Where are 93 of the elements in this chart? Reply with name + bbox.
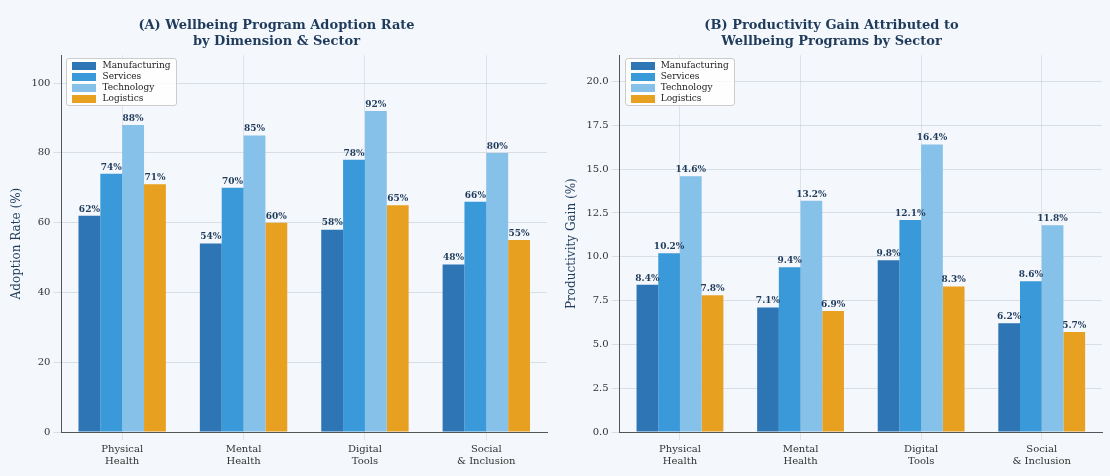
data-label: 78% bbox=[343, 147, 365, 158]
y-tick-label: 0.0 bbox=[592, 425, 609, 437]
data-label: 8.3% bbox=[941, 274, 967, 285]
y-tick-label: 10.0 bbox=[586, 250, 609, 262]
legend-label: Logistics bbox=[102, 93, 144, 105]
x-tick-label: Physical Health bbox=[101, 442, 144, 466]
bar bbox=[144, 184, 166, 432]
y-axis-title: Productivity Gain (%) bbox=[564, 178, 579, 309]
data-label: 13.2% bbox=[796, 188, 828, 199]
data-label: 7.8% bbox=[700, 283, 726, 294]
data-label: 48% bbox=[443, 252, 465, 263]
y-axis-title: Adoption Rate (%) bbox=[9, 187, 24, 301]
x-tick-label: Physical Health bbox=[659, 442, 701, 466]
bar bbox=[822, 311, 844, 432]
data-label: 71% bbox=[144, 172, 166, 183]
bar bbox=[1041, 225, 1064, 432]
data-label: 60% bbox=[265, 210, 288, 221]
legend-label: Manufacturing bbox=[102, 60, 171, 72]
y-tick-label: 60 bbox=[37, 216, 51, 228]
bar bbox=[243, 135, 266, 432]
bar bbox=[386, 205, 409, 432]
data-label: 6.9% bbox=[820, 298, 846, 309]
data-label: 85% bbox=[243, 123, 266, 134]
data-label: 54% bbox=[200, 231, 222, 242]
bar bbox=[442, 264, 465, 432]
bar bbox=[221, 187, 244, 432]
bar bbox=[877, 260, 900, 432]
y-tick-label: 5.0 bbox=[592, 337, 609, 349]
bar bbox=[998, 323, 1020, 432]
bar bbox=[1063, 332, 1086, 432]
data-label: 74% bbox=[100, 161, 123, 172]
bar bbox=[757, 307, 779, 432]
data-label: 16.4% bbox=[916, 132, 948, 143]
data-label: 65% bbox=[387, 193, 409, 204]
data-label: 88% bbox=[122, 112, 145, 123]
data-label: 58% bbox=[321, 217, 344, 228]
x-tick-label: Social & Inclusion bbox=[1012, 442, 1072, 466]
x-tick-label: Digital Tools bbox=[904, 442, 939, 466]
data-label: 9.4% bbox=[777, 255, 803, 266]
bar bbox=[942, 286, 965, 432]
chart-title: (B) Productivity Gain Attributed to Wellbeing Programs by Sector bbox=[704, 17, 959, 48]
chart-title: (A) Wellbeing Program Adoption Rate by Dimension & Sector bbox=[138, 17, 415, 48]
data-label: 70% bbox=[222, 175, 244, 186]
bar bbox=[265, 222, 288, 432]
y-tick-label: 80 bbox=[37, 146, 51, 158]
x-tick-label: Mental Health bbox=[782, 442, 819, 466]
data-label: 62% bbox=[78, 203, 101, 214]
legend-label: Services bbox=[102, 71, 142, 83]
bar bbox=[100, 173, 123, 432]
bar bbox=[199, 243, 222, 432]
bar bbox=[658, 253, 680, 432]
legend-label: Manufacturing bbox=[660, 60, 729, 72]
bar bbox=[1020, 281, 1042, 432]
bar bbox=[343, 159, 365, 432]
legend-label: Logistics bbox=[660, 93, 702, 105]
bar bbox=[636, 284, 659, 432]
y-tick-label: 15.0 bbox=[586, 162, 609, 174]
y-tick-label: 20.0 bbox=[586, 75, 609, 87]
data-label: 55% bbox=[508, 227, 531, 238]
y-tick-label: 100 bbox=[31, 76, 51, 88]
bar bbox=[486, 152, 509, 432]
y-tick-label: 17.5 bbox=[586, 118, 609, 130]
bar bbox=[800, 200, 823, 432]
bar bbox=[364, 111, 387, 432]
data-label: 92% bbox=[365, 98, 387, 109]
bar bbox=[701, 295, 724, 432]
x-tick-label: Social & Inclusion bbox=[457, 442, 517, 466]
bar bbox=[321, 229, 344, 432]
data-label: 14.6% bbox=[675, 163, 707, 174]
bar bbox=[508, 240, 531, 432]
data-label: 5.7% bbox=[1062, 319, 1087, 330]
legend-label: Services bbox=[660, 71, 700, 83]
y-tick-label: 20 bbox=[37, 355, 51, 367]
bar bbox=[78, 215, 101, 432]
data-label: 10.2% bbox=[653, 241, 685, 252]
data-label: 12.1% bbox=[895, 207, 926, 218]
y-tick-label: 40 bbox=[37, 286, 51, 298]
x-tick-label: Mental Health bbox=[225, 442, 262, 466]
data-label: 66% bbox=[464, 189, 487, 200]
y-tick-label: 12.5 bbox=[586, 206, 609, 218]
legend-label: Technology bbox=[660, 82, 713, 94]
y-tick-label: 0 bbox=[44, 425, 51, 437]
bar bbox=[464, 201, 487, 432]
data-label: 11.8% bbox=[1037, 213, 1069, 224]
bar bbox=[899, 219, 922, 432]
data-label: 80% bbox=[486, 140, 509, 151]
bar bbox=[778, 267, 801, 432]
data-label: 8.6% bbox=[1018, 269, 1044, 280]
y-tick-label: 7.5 bbox=[592, 294, 609, 306]
bar bbox=[122, 124, 145, 432]
x-tick-label: Digital Tools bbox=[347, 442, 382, 466]
y-tick-label: 2.5 bbox=[592, 381, 609, 393]
legend-label: Technology bbox=[102, 82, 155, 94]
